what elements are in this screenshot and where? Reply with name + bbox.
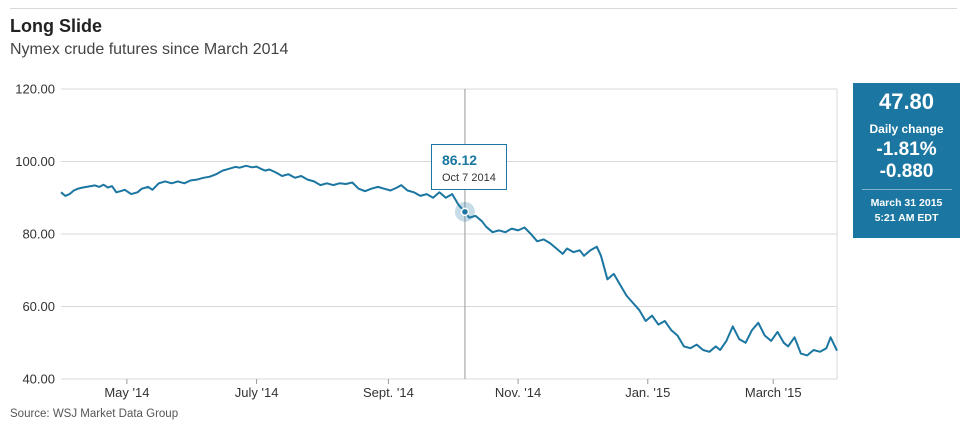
highlight-point[interactable]: [460, 207, 470, 217]
x-tick-label: Sept. '14: [363, 385, 414, 400]
y-tick-label: 40.00: [22, 372, 55, 387]
change-absolute: -0.880: [879, 161, 934, 182]
y-axis: 120.00 100.00 80.00 60.00 40.00: [15, 82, 55, 387]
daily-change-label: Daily change: [869, 122, 944, 136]
y-tick-label: 80.00: [22, 227, 55, 242]
hover-tooltip: 86.12 Oct 7 2014: [431, 144, 507, 190]
series-line: [60, 164, 838, 357]
source-note: Source: WSJ Market Data Group: [10, 408, 179, 420]
tooltip-value: 86.12: [442, 152, 478, 168]
x-tick-label: July '14: [235, 385, 279, 400]
y-tick-label: 60.00: [22, 299, 55, 314]
x-tick-label: March '15: [745, 385, 802, 400]
y-tick-label: 100.00: [15, 154, 55, 169]
grid-lines: [61, 88, 838, 380]
change-percent: -1.81%: [876, 139, 937, 160]
x-axis: May '14 July '14 Sept. '14 Nov. '14 Jan. '15…: [104, 379, 802, 400]
panel-divider: [861, 189, 952, 190]
last-price: 47.80: [878, 89, 935, 114]
chart-title: Long Slide: [10, 16, 102, 36]
quote-time: 5:21 AM EDT: [874, 212, 939, 224]
quote-date: March 31 2015: [870, 197, 943, 209]
quote-panel: 47.80 Daily change -1.81% -0.880 March 3…: [853, 83, 960, 238]
chart-subtitle: Nymex crude futures since March 2014: [10, 41, 289, 58]
tooltip-date: Oct 7 2014: [442, 172, 496, 184]
x-tick-label: Jan. '15: [625, 385, 670, 400]
x-tick-label: Nov. '14: [495, 385, 541, 400]
top-rule: [10, 8, 957, 9]
x-tick-label: May '14: [104, 385, 149, 400]
y-tick-label: 120.00: [15, 82, 55, 97]
